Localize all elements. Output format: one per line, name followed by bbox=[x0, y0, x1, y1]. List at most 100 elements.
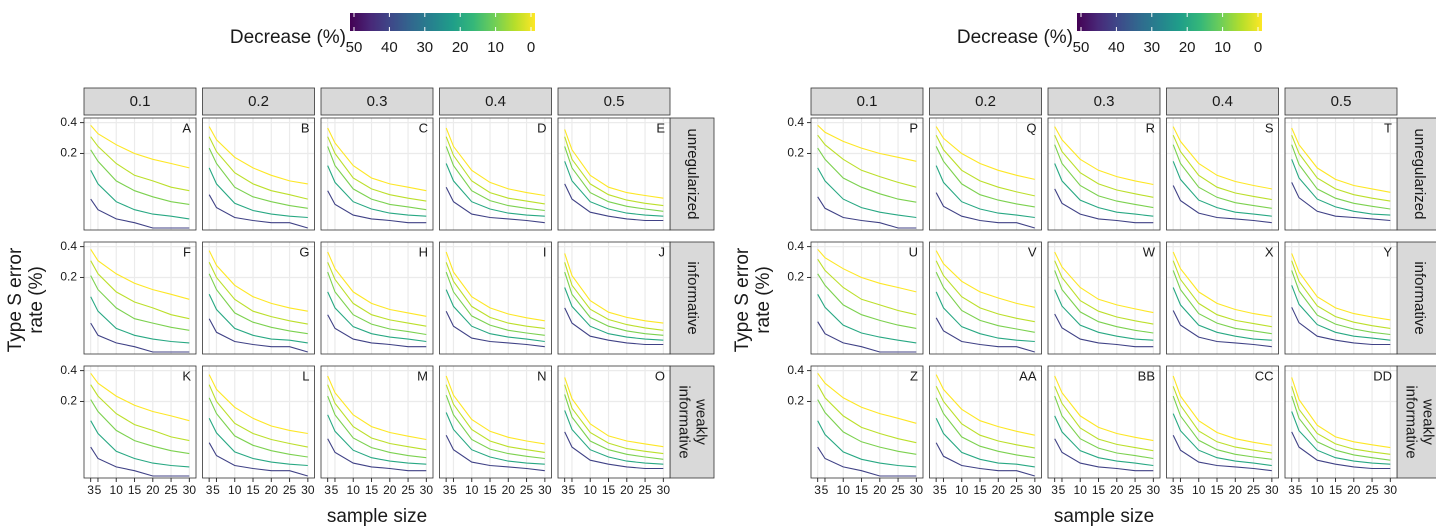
x-tick-label: 10 bbox=[1311, 483, 1325, 497]
series-line bbox=[327, 414, 427, 465]
series-line bbox=[327, 165, 427, 217]
row-strip bbox=[669, 117, 715, 231]
x-tick-label: 25 bbox=[1247, 483, 1261, 497]
panel-border bbox=[439, 117, 552, 231]
series-line bbox=[1054, 260, 1154, 325]
x-tick-label: 3 bbox=[1051, 483, 1058, 497]
row-strip bbox=[1396, 365, 1436, 479]
panel-label: X bbox=[1265, 244, 1274, 259]
series-line bbox=[327, 146, 427, 211]
x-tick-label: 25 bbox=[891, 483, 905, 497]
series-line bbox=[90, 198, 190, 229]
x-tick-label: 15 bbox=[855, 483, 869, 497]
column-strip bbox=[83, 87, 197, 116]
panel-label: R bbox=[1146, 120, 1155, 135]
panel bbox=[1048, 118, 1160, 230]
series-line bbox=[564, 431, 664, 470]
series-line bbox=[1291, 386, 1391, 455]
column-strip bbox=[320, 87, 434, 116]
panel-border bbox=[439, 365, 552, 479]
series-line bbox=[208, 442, 308, 477]
panel-label: J bbox=[659, 244, 666, 259]
row-strip bbox=[669, 365, 715, 479]
series-line bbox=[935, 271, 1035, 333]
panel-border bbox=[810, 241, 924, 355]
x-tick-label: 25 bbox=[401, 483, 415, 497]
x-tick-label: 10 bbox=[837, 483, 851, 497]
series-line bbox=[1291, 182, 1391, 222]
row-label-line: informative bbox=[1403, 385, 1420, 458]
panel-border bbox=[320, 241, 434, 355]
panel bbox=[321, 118, 433, 230]
series-line bbox=[935, 291, 1035, 343]
series-line bbox=[90, 296, 190, 344]
series-line bbox=[445, 384, 545, 453]
series-line bbox=[445, 271, 545, 336]
row-strip bbox=[669, 241, 715, 355]
column-label: 0.4 bbox=[485, 93, 506, 110]
x-tick-label: 5 bbox=[1296, 483, 1303, 497]
panel-border bbox=[83, 117, 197, 231]
panel-label: F bbox=[183, 244, 191, 259]
series-line bbox=[327, 190, 427, 224]
series-line bbox=[817, 147, 917, 203]
series-line bbox=[1291, 260, 1391, 329]
x-tick-label: 20 bbox=[620, 483, 634, 497]
panel bbox=[929, 242, 1042, 354]
panel-label: T bbox=[1384, 120, 1392, 135]
series-line bbox=[817, 273, 917, 329]
colorbar-tick-label: 50 bbox=[1073, 39, 1090, 56]
panel-border bbox=[929, 241, 1042, 355]
y-tick-label: 0.2 bbox=[787, 146, 804, 160]
x-tick-label: 5 bbox=[822, 483, 829, 497]
series-line bbox=[564, 136, 664, 207]
x-tick-label: 3 bbox=[443, 483, 450, 497]
series-line bbox=[564, 183, 664, 222]
x-tick-label: 5 bbox=[1059, 483, 1066, 497]
column-label: 0.5 bbox=[604, 93, 625, 110]
series-line bbox=[445, 434, 545, 472]
panel-label: P bbox=[909, 120, 918, 135]
colorbar bbox=[1077, 13, 1262, 31]
panel bbox=[202, 118, 315, 230]
series-line bbox=[90, 322, 190, 353]
row-label-line: weakly bbox=[1420, 398, 1436, 445]
series-line bbox=[817, 124, 917, 162]
panel-border bbox=[202, 365, 315, 479]
x-tick-label: 3 bbox=[87, 483, 94, 497]
series-line bbox=[564, 287, 664, 341]
colorbar bbox=[350, 13, 535, 31]
column-label: 0.2 bbox=[248, 93, 269, 110]
series-line bbox=[1172, 386, 1272, 454]
x-tick-label: 3 bbox=[1170, 483, 1177, 497]
column-strip bbox=[1047, 87, 1161, 116]
series-line bbox=[327, 271, 427, 336]
x-tick-label: 30 bbox=[1265, 483, 1279, 497]
series-line bbox=[445, 310, 545, 348]
y-tick-label: 0.2 bbox=[60, 394, 77, 408]
series-line bbox=[935, 134, 1035, 197]
series-line bbox=[1291, 159, 1391, 216]
x-tick-label: 20 bbox=[992, 483, 1006, 497]
series-line bbox=[1054, 270, 1154, 334]
row-label: weaklyinformative bbox=[676, 385, 710, 458]
panel-border bbox=[83, 365, 197, 479]
x-tick-label: 5 bbox=[450, 483, 457, 497]
series-line bbox=[1172, 310, 1272, 348]
row-label: informative bbox=[684, 261, 701, 334]
x-tick-label: 15 bbox=[1210, 483, 1224, 497]
panel bbox=[1048, 242, 1160, 354]
panel-label: V bbox=[1028, 244, 1037, 259]
x-tick-label: 25 bbox=[283, 483, 297, 497]
column-strip bbox=[810, 87, 924, 116]
column-label: 0.3 bbox=[367, 93, 388, 110]
series-line bbox=[445, 375, 545, 445]
series-line bbox=[90, 372, 190, 422]
series-line bbox=[1054, 188, 1154, 224]
column-label: 0.2 bbox=[975, 93, 996, 110]
x-tick-label: 20 bbox=[1347, 483, 1361, 497]
series-line bbox=[935, 442, 1035, 477]
series-line bbox=[935, 146, 1035, 208]
series-line bbox=[1172, 270, 1272, 335]
series-line bbox=[327, 251, 427, 317]
